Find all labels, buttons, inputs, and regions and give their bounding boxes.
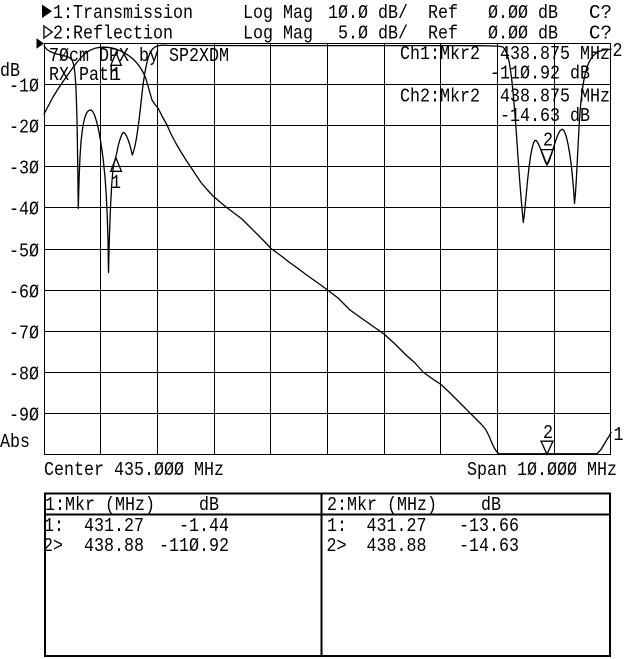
svg-text:2:Reflection: 2:Reflection xyxy=(53,23,173,45)
svg-text:C?: C? xyxy=(589,2,612,24)
svg-text:RX Path: RX Path xyxy=(49,64,119,86)
svg-text:-6Ø: -6Ø xyxy=(9,282,39,304)
svg-text:-1Ø: -1Ø xyxy=(9,76,39,98)
svg-text:1:: 1: xyxy=(327,515,347,537)
svg-text:2>: 2> xyxy=(43,535,63,557)
svg-text:431.27: 431.27 xyxy=(367,515,427,537)
svg-text:2:Mkr (MHz): 2:Mkr (MHz) xyxy=(327,494,437,516)
svg-text:Ref: Ref xyxy=(428,23,458,45)
svg-text:dB: dB xyxy=(0,60,20,82)
svg-text:Ø.ØØ dB: Ø.ØØ dB xyxy=(488,2,558,24)
svg-text:-14.63: -14.63 xyxy=(459,535,519,557)
svg-text:7Øcm DPX by SP2XDM: 7Øcm DPX by SP2XDM xyxy=(49,45,229,67)
svg-text:-4Ø: -4Ø xyxy=(9,199,39,221)
svg-text:-11Ø.92 dB: -11Ø.92 dB xyxy=(490,63,590,85)
svg-text:Ref: Ref xyxy=(428,2,458,24)
svg-text:dB: dB xyxy=(481,494,501,516)
svg-text:Ch2:Mkr2: Ch2:Mkr2 xyxy=(400,86,480,108)
svg-text:C?: C? xyxy=(589,23,612,45)
svg-text:-14.63 dB: -14.63 dB xyxy=(500,105,590,127)
svg-text:-8Ø: -8Ø xyxy=(9,364,39,386)
svg-text:438.88: 438.88 xyxy=(84,535,144,557)
svg-text:1:Mkr (MHz): 1:Mkr (MHz) xyxy=(45,494,155,516)
svg-text:5.Ø dB/: 5.Ø dB/ xyxy=(338,23,408,45)
svg-text:-9Ø: -9Ø xyxy=(9,405,39,427)
svg-text:-5Ø: -5Ø xyxy=(9,241,39,263)
svg-text:1:Transmission: 1:Transmission xyxy=(53,2,193,24)
svg-text:Center 435.ØØØ MHz: Center 435.ØØØ MHz xyxy=(44,459,224,481)
svg-text:-7Ø: -7Ø xyxy=(9,323,39,345)
svg-text:Log Mag: Log Mag xyxy=(243,23,313,45)
svg-text:2>: 2> xyxy=(327,535,347,557)
svg-text:1Ø.Ø dB/: 1Ø.Ø dB/ xyxy=(328,2,408,24)
svg-text:1: 1 xyxy=(111,64,121,86)
svg-text:-13.66: -13.66 xyxy=(459,515,519,537)
svg-text:dB: dB xyxy=(199,494,219,516)
svg-text:-2Ø: -2Ø xyxy=(9,117,39,139)
svg-text:438.88: 438.88 xyxy=(367,535,427,557)
svg-text:2: 2 xyxy=(613,40,623,62)
svg-text:-11Ø.92: -11Ø.92 xyxy=(159,535,229,557)
svg-text:1: 1 xyxy=(111,172,121,194)
svg-text:Log Mag: Log Mag xyxy=(243,2,313,24)
svg-text:438.875 MHz: 438.875 MHz xyxy=(500,43,610,65)
svg-text:Ø.ØØ dB: Ø.ØØ dB xyxy=(488,23,558,45)
svg-text:Abs: Abs xyxy=(0,431,30,453)
svg-text:2: 2 xyxy=(543,129,553,151)
svg-text:1: 1 xyxy=(614,424,624,446)
svg-text:1:: 1: xyxy=(44,515,64,537)
svg-text:Span 1Ø.ØØØ MHz: Span 1Ø.ØØØ MHz xyxy=(467,459,617,481)
svg-text:431.27: 431.27 xyxy=(84,515,144,537)
svg-text:-3Ø: -3Ø xyxy=(9,158,39,180)
svg-text:-1.44: -1.44 xyxy=(179,515,229,537)
svg-text:Ch1:Mkr2: Ch1:Mkr2 xyxy=(400,43,480,65)
svg-text:2: 2 xyxy=(543,422,553,444)
